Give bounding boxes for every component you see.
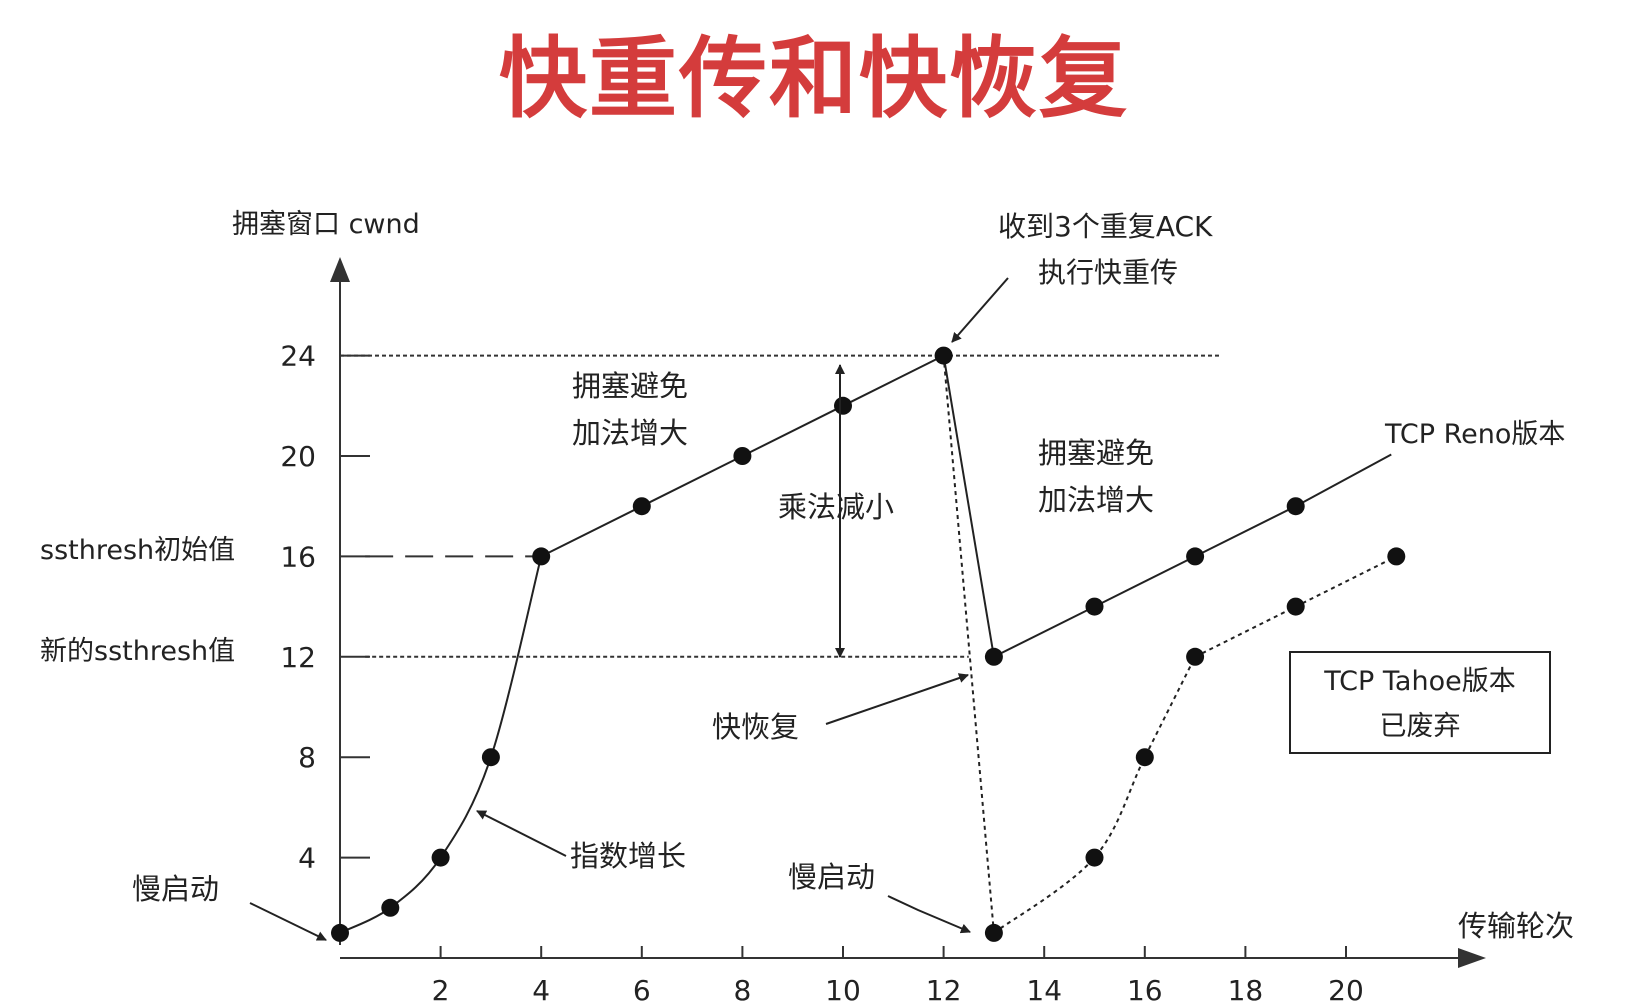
reno-data-point bbox=[532, 547, 551, 566]
y-axis-label: 拥塞窗口 cwnd bbox=[232, 209, 420, 240]
x-tick-label: 12 bbox=[926, 974, 962, 1005]
slow-start-2-arrow bbox=[887, 895, 971, 934]
x-axis-label: 传输轮次 bbox=[1458, 909, 1574, 943]
y-tick-label: 8 bbox=[298, 741, 316, 774]
tahoe-box bbox=[1289, 651, 1551, 754]
exponential-growth-arrow bbox=[476, 810, 567, 857]
x-tick-label: 18 bbox=[1228, 974, 1264, 1005]
reno-data-point bbox=[733, 447, 752, 465]
tahoe-data-point bbox=[1085, 848, 1104, 867]
reno-label: TCP Reno版本 bbox=[1384, 419, 1565, 450]
congestion-avoidance-1-line1: 拥塞避免 bbox=[572, 369, 688, 403]
tahoe-data-point bbox=[1135, 748, 1154, 767]
fast-recovery-arrow bbox=[825, 673, 969, 725]
tahoe-data-point bbox=[984, 923, 1003, 942]
exponential-growth-label: 指数增长 bbox=[570, 839, 686, 873]
tahoe-data-point bbox=[1387, 547, 1406, 566]
reno-extension-line bbox=[1295, 453, 1392, 508]
triple-ack-line2: 执行快重传 bbox=[1038, 256, 1178, 289]
reno-data-point bbox=[1286, 497, 1305, 516]
reference-lines bbox=[340, 354, 1221, 658]
reno-data-point bbox=[481, 748, 500, 767]
x-axis-arrow bbox=[1458, 948, 1486, 968]
page-title: 快重传和快恢复 bbox=[498, 27, 1129, 130]
congestion-avoidance-1-line2: 加法增大 bbox=[572, 416, 688, 450]
triple-ack-arrow bbox=[951, 277, 1009, 343]
x-tick-label: 6 bbox=[633, 974, 651, 1005]
reno-data-point bbox=[834, 396, 852, 415]
tahoe-drop-line bbox=[942, 355, 995, 933]
congestion-avoidance-2-line2: 加法增大 bbox=[1038, 483, 1154, 517]
x-tick-label: 16 bbox=[1127, 974, 1163, 1005]
reno-data-point bbox=[1085, 597, 1104, 616]
y-tick-label: 16 bbox=[280, 540, 316, 573]
slow-start-1-label: 慢启动 bbox=[132, 872, 219, 906]
slow-start-2-label: 慢启动 bbox=[788, 860, 875, 894]
y-axis-arrow bbox=[330, 257, 350, 282]
reno-data-point bbox=[331, 923, 349, 942]
reno-data-point bbox=[632, 497, 651, 516]
tahoe-line2: 已废弃 bbox=[1380, 711, 1461, 742]
multiplicative-decrease-label: 乘法减小 bbox=[778, 490, 894, 524]
x-tick-label: 2 bbox=[432, 974, 450, 1005]
tahoe-data-point bbox=[1186, 647, 1205, 666]
y-tick-label: 24 bbox=[280, 340, 316, 373]
slow-start-1-arrow bbox=[249, 902, 327, 941]
new-ssthresh-label: 新的ssthresh值 bbox=[40, 636, 235, 667]
reno-slow-start-curve bbox=[339, 556, 543, 934]
x-tick-label: 4 bbox=[532, 974, 550, 1005]
tahoe-line1: TCP Tahoe版本 bbox=[1323, 666, 1515, 697]
congestion-avoidance-2-line1: 拥塞避免 bbox=[1038, 436, 1154, 470]
reno-data-point bbox=[431, 848, 450, 867]
x-tick-label: 14 bbox=[1026, 974, 1062, 1005]
y-tick-label: 12 bbox=[280, 641, 316, 674]
y-tick-label: 20 bbox=[280, 440, 316, 473]
fast-recovery-label: 快恢复 bbox=[712, 710, 799, 744]
x-tick-label: 8 bbox=[733, 974, 751, 1005]
reno-data-point bbox=[381, 898, 400, 917]
series-group bbox=[331, 346, 1406, 942]
tahoe-data-point bbox=[1286, 597, 1305, 616]
reno-data-point bbox=[934, 346, 953, 365]
y-tick-label: 4 bbox=[298, 842, 316, 875]
tahoe-slow-start-curve bbox=[993, 656, 1196, 934]
triple-ack-line1: 收到3个重复ACK bbox=[998, 210, 1213, 243]
x-tick-label: 20 bbox=[1328, 974, 1364, 1005]
x-tick-label: 10 bbox=[825, 974, 861, 1005]
initial-ssthresh-label: ssthresh初始值 bbox=[40, 535, 235, 566]
reno-data-point bbox=[1186, 547, 1205, 566]
reno-data-point bbox=[984, 647, 1003, 666]
